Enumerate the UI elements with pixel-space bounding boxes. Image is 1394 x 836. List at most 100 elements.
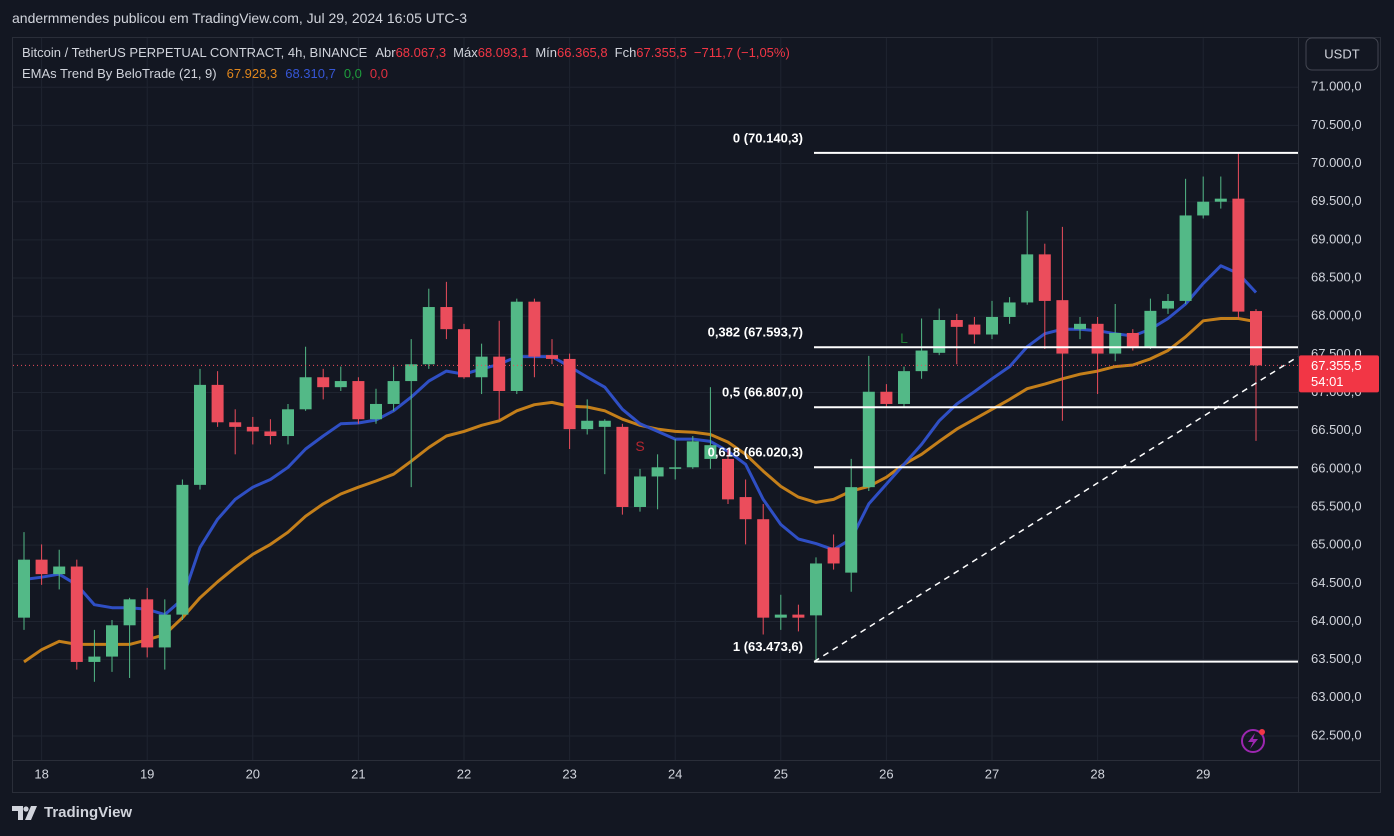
candle-body	[827, 547, 840, 564]
candle-body	[686, 441, 699, 468]
alert-bolt	[1248, 733, 1258, 749]
candle-body	[1197, 201, 1210, 216]
x-tick-label: 19	[140, 766, 154, 781]
y-tick-label: 69.000,0	[1311, 231, 1362, 246]
price-tag-value: 67.355,5	[1311, 358, 1362, 373]
candle-body	[106, 625, 118, 657]
change: −711,7 (−1,05%)	[693, 45, 790, 60]
candle-body	[968, 324, 981, 335]
candle-body	[1056, 300, 1069, 354]
y-tick-label: 71.000,0	[1311, 79, 1362, 94]
candle-body	[141, 599, 154, 648]
ema-line	[23, 264, 1258, 617]
candle-body	[510, 301, 523, 391]
candle-body	[1074, 323, 1086, 330]
x-tick-label: 20	[246, 766, 260, 781]
x-tick-label: 29	[1196, 766, 1210, 781]
candle-body	[18, 559, 30, 618]
fib-label: 0,382 (67.593,7)	[708, 325, 803, 340]
trendline	[813, 356, 1299, 663]
candle-body	[1144, 310, 1157, 347]
candle-body	[739, 497, 752, 520]
candle-body	[264, 431, 277, 437]
candle-body	[123, 599, 136, 626]
candle-body	[915, 350, 928, 372]
candle-body	[1109, 332, 1122, 354]
x-tick-label: 24	[668, 766, 682, 781]
ohlc-value: 66.365,8	[557, 45, 608, 60]
price-tag	[1299, 355, 1379, 393]
candle-body	[1232, 198, 1245, 312]
y-tick-label: 68.500,0	[1311, 269, 1362, 284]
ohlc-value: 67.355,5	[636, 45, 687, 60]
candle-body	[334, 381, 347, 388]
candle-body	[158, 614, 171, 648]
candle-body	[1091, 323, 1104, 354]
alert-icon[interactable]	[1241, 729, 1265, 753]
candle-body	[194, 384, 206, 485]
fib-label: 1 (63.473,6)	[733, 639, 803, 654]
y-tick-label: 64.000,0	[1311, 613, 1362, 628]
ohlc-value: 68.093,1	[477, 45, 529, 60]
price-tag-countdown: 54:01	[1311, 374, 1344, 389]
indicator-value: 0,0	[343, 66, 362, 81]
brand: TradingView	[12, 804, 132, 821]
candle-body	[1038, 254, 1051, 301]
candle-body	[563, 358, 576, 430]
candle-body	[950, 320, 963, 327]
candle-body	[1003, 302, 1016, 317]
candle-body	[704, 445, 717, 459]
indicator-name: EMAs Trend By BeloTrade (21, 9)	[22, 66, 217, 81]
candle-body	[598, 420, 611, 427]
currency-box[interactable]	[1305, 37, 1379, 71]
ohlc-key: Máx	[453, 45, 478, 60]
x-tick-label: 27	[985, 766, 999, 781]
candle-body	[792, 614, 805, 618]
candle-body	[774, 614, 787, 618]
signal-label: S	[635, 438, 644, 454]
indicator-legend: EMAs Trend By BeloTrade (21, 9) 67.928,3 6…	[22, 66, 396, 81]
candle-body	[458, 329, 470, 378]
candle-body	[862, 391, 875, 488]
y-tick-label: 69.500,0	[1311, 193, 1362, 208]
candle-body	[317, 377, 330, 388]
y-tick-label: 65.500,0	[1311, 498, 1362, 513]
x-tick-label: 28	[1090, 766, 1104, 781]
candle-body	[229, 422, 242, 427]
candle-body	[757, 519, 770, 618]
candle-body	[616, 426, 629, 507]
candle-body	[986, 316, 998, 335]
candle-body	[1179, 215, 1192, 301]
y-tick-label: 63.000,0	[1311, 689, 1362, 704]
candle-body	[880, 391, 893, 404]
candle-body	[546, 355, 558, 359]
candle-body	[405, 364, 418, 382]
candle-body	[370, 403, 382, 420]
y-tick-label: 70.000,0	[1311, 155, 1362, 170]
candle-body	[669, 467, 682, 469]
candle-body	[845, 487, 858, 573]
fib-label: 0 (70.140,3)	[733, 130, 803, 145]
x-tick-label: 26	[879, 766, 893, 781]
candle-body	[88, 656, 101, 662]
brand-name: TradingView	[44, 804, 133, 821]
signal-label: L	[900, 330, 908, 346]
attribution: andermmendes publicou em TradingView.com…	[12, 10, 467, 26]
alert-dot	[1259, 729, 1265, 735]
candle-body	[211, 384, 224, 423]
candle-body	[493, 356, 506, 391]
candle-body	[810, 563, 822, 616]
y-tick-label: 64.500,0	[1311, 575, 1362, 590]
y-tick-label: 66.500,0	[1311, 422, 1362, 437]
candle-body	[528, 301, 541, 357]
y-tick-label: 63.500,0	[1311, 651, 1362, 666]
y-tick-label: 62.500,0	[1311, 727, 1362, 742]
currency: USDT	[1324, 46, 1359, 61]
x-tick-label: 25	[774, 766, 788, 781]
candle-body	[1021, 254, 1034, 303]
candle-body	[282, 409, 294, 437]
symbol-legend: Bitcoin / TetherUS PERPETUAL CONTRACT, 4…	[22, 45, 794, 60]
candle-body	[1162, 300, 1174, 309]
